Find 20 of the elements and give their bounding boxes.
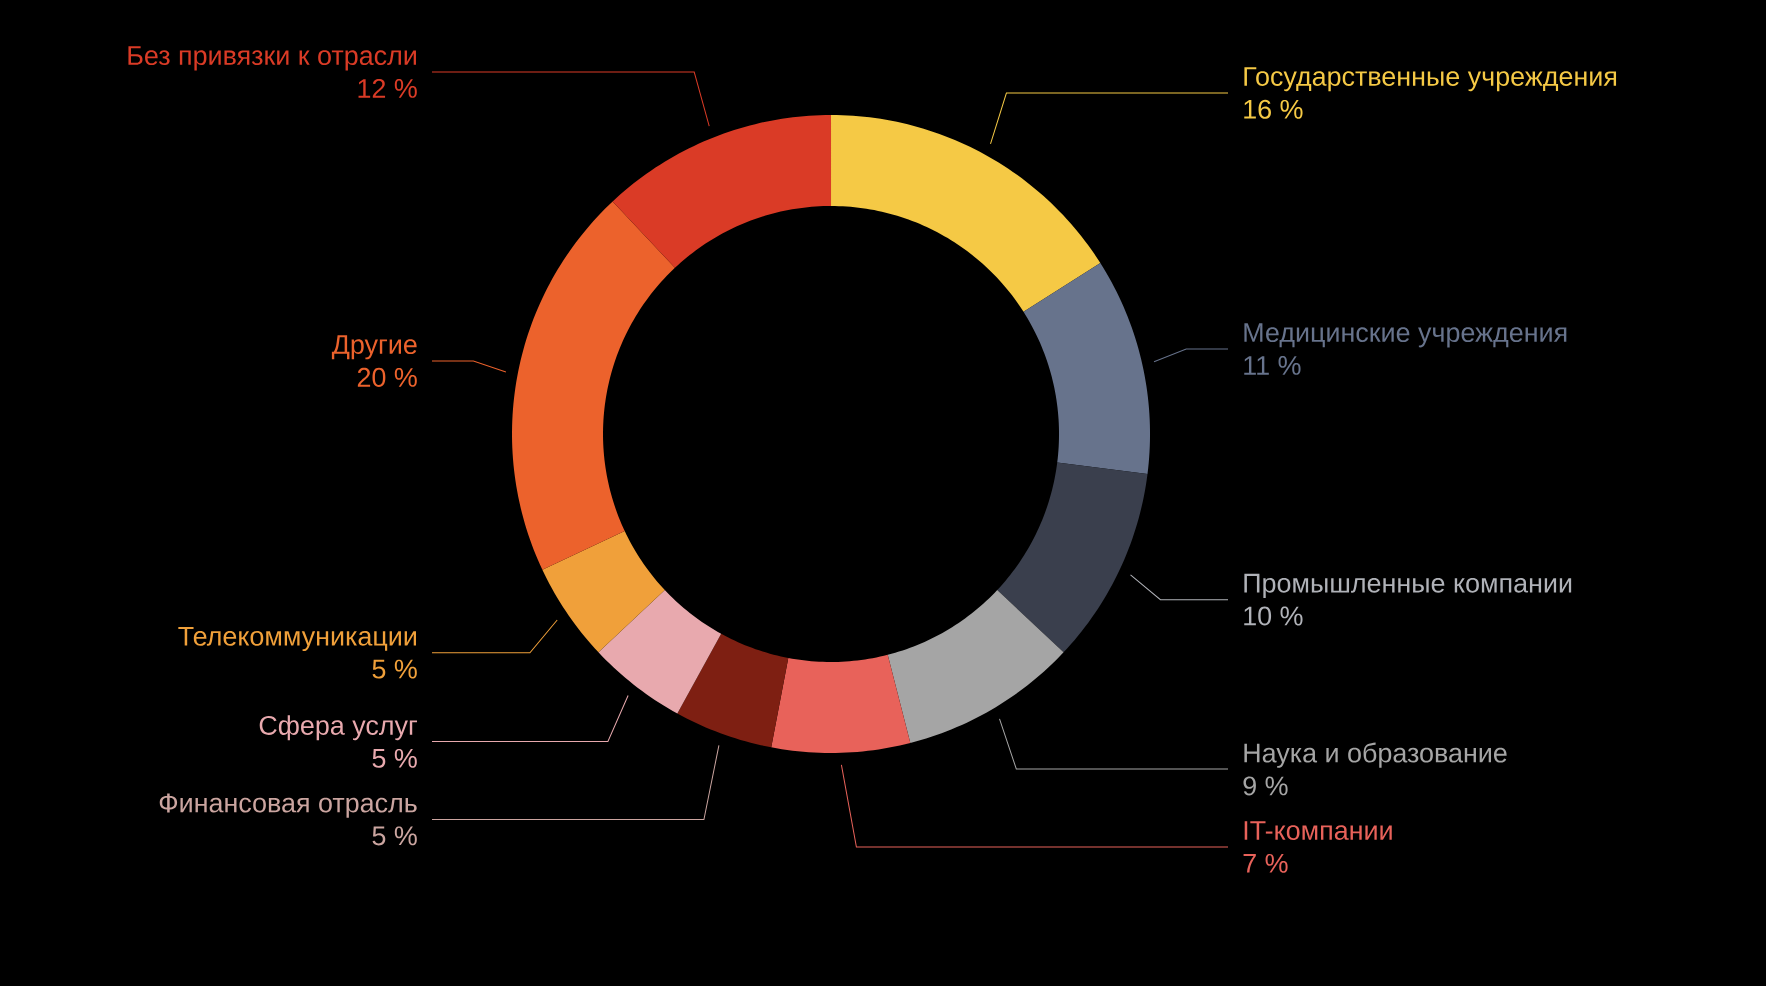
slice-label: Финансовая отрасль <box>159 793 417 818</box>
data-label: 11 % <box>1244 356 1301 375</box>
data-label: 7 % <box>1243 853 1288 873</box>
data-label: 12 % <box>358 78 417 98</box>
slice-label: Телекоммуникации <box>178 626 416 652</box>
slice-label: Другие <box>331 335 417 360</box>
slice-label: Наука и образование <box>1244 742 1507 768</box>
data-label: 20 % <box>357 367 417 387</box>
slice-label: Медицинские учреждения <box>1244 323 1567 348</box>
slice-label: Сфера услуг <box>259 715 418 741</box>
data-label: 5 % <box>372 826 417 846</box>
data-label: 16 % <box>1244 99 1303 119</box>
slice-label: Без привязки к отрасли <box>128 46 416 71</box>
slice-label: IT-компании <box>1244 821 1392 840</box>
data-label: 5 % <box>372 748 417 768</box>
slice-label: Государственные учреждения <box>1244 67 1617 92</box>
data-label: 5 % <box>372 659 417 679</box>
data-label: 9 % <box>1243 776 1288 796</box>
slice-label: Промышленные компании <box>1244 573 1572 598</box>
data-label: 10 % <box>1244 606 1303 626</box>
